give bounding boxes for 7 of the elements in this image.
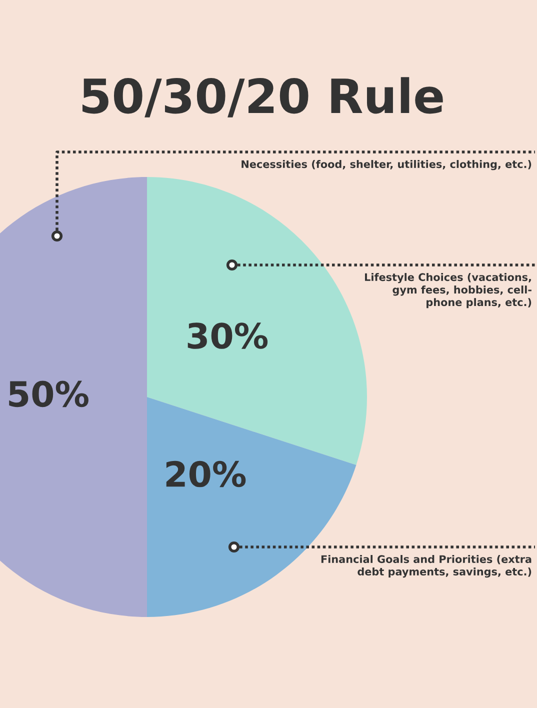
slice-label: Financial Goals and Priorities (extra debt payments, savings, etc.) (321, 555, 532, 578)
data-label: 30% (188, 322, 268, 349)
data-label: 20% (166, 460, 246, 488)
data-label: 50% (9, 380, 88, 408)
chart-title: 50/30/20 Rule (82, 77, 443, 118)
slice-label: Necessities (food, shelter, utilities, clothing, etc.) (242, 160, 532, 170)
slice-label: Lifestyle Choices (vacations, gym fees, hobbies, cell- phone plans, etc.) (365, 273, 532, 308)
